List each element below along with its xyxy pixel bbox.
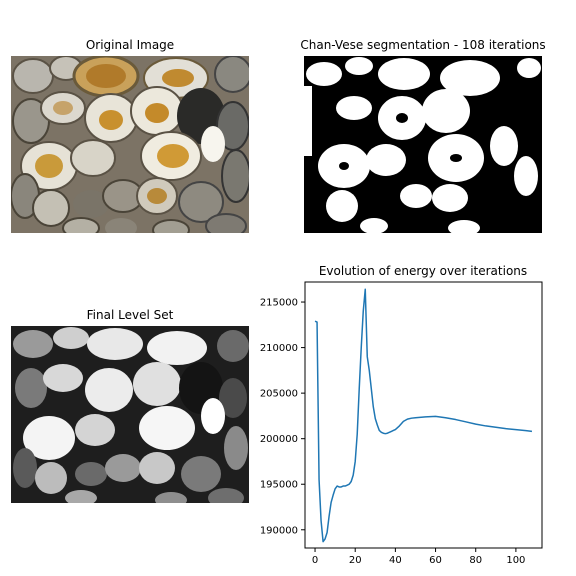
energy-line <box>314 288 533 543</box>
x-tick-label: 40 <box>389 555 402 566</box>
y-tick-label: 210000 <box>260 343 298 354</box>
y-tick-label: 195000 <box>260 480 298 491</box>
segmentation-title: Chan-Vese segmentation - 108 iterations <box>300 38 546 52</box>
level-set-image <box>11 326 249 503</box>
x-tick-label: 0 <box>312 555 318 566</box>
segmentation-image <box>304 56 542 233</box>
x-tick-label: 20 <box>349 555 362 566</box>
x-tick-label: 80 <box>469 555 482 566</box>
y-tick-label: 215000 <box>260 298 298 309</box>
plot-frame <box>304 281 543 549</box>
level-set-title: Final Level Set <box>86 308 174 322</box>
y-tick-label: 190000 <box>260 525 298 536</box>
chart-title: Evolution of energy over iterations <box>319 264 527 278</box>
original-image <box>11 56 249 233</box>
x-tick-label: 60 <box>429 555 442 566</box>
y-tick-label: 205000 <box>260 389 298 400</box>
original-image-title: Original Image <box>85 38 175 52</box>
y-tick-label: 200000 <box>260 434 298 445</box>
x-tick-label: 100 <box>506 555 525 566</box>
